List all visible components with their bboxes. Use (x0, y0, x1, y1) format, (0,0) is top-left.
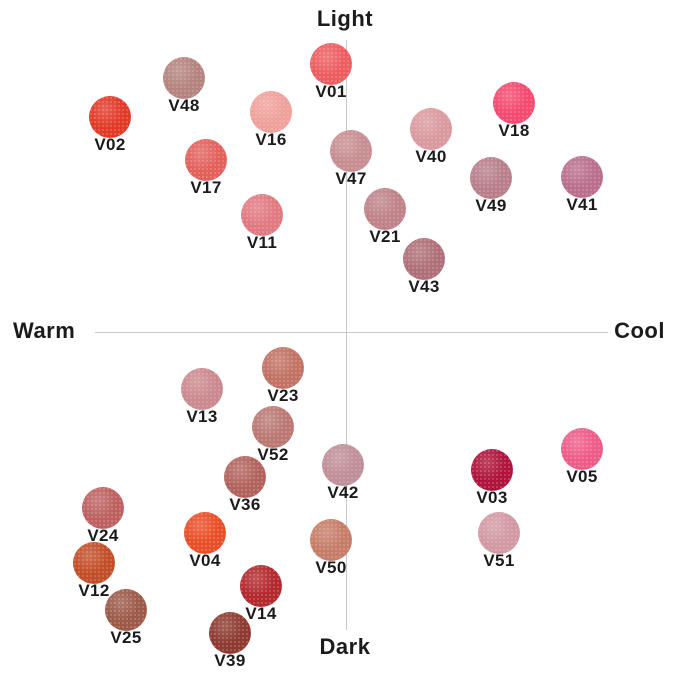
shade-dot (403, 238, 445, 280)
shade-label: V47 (335, 169, 367, 188)
shade-dot (209, 612, 251, 654)
shade-label: V39 (214, 651, 246, 670)
shade-swatch: V17 (185, 139, 227, 197)
shade-label: V05 (566, 467, 598, 486)
shade-swatch: V16 (250, 91, 292, 149)
shade-swatch: V23 (262, 347, 304, 405)
shade-dot (163, 57, 205, 99)
shade-swatch: V49 (470, 157, 512, 215)
shade-swatch: V39 (209, 612, 251, 670)
shade-dot (310, 519, 352, 561)
axis-label-dark: Dark (319, 634, 371, 659)
axis-label-cool: Cool (614, 318, 665, 343)
shade-dot (184, 512, 226, 554)
shade-swatch: V52 (252, 406, 294, 464)
shade-dot (89, 96, 131, 138)
shade-label: V51 (483, 551, 515, 570)
shade-label: V43 (408, 277, 440, 296)
shade-dot (240, 565, 282, 607)
shade-dot (252, 406, 294, 448)
shade-swatch: V21 (364, 188, 406, 246)
shade-dot (185, 139, 227, 181)
horizontal-axis-line (95, 332, 608, 333)
shade-dot (181, 368, 223, 410)
shade-label: V24 (87, 526, 119, 545)
shade-swatch: V01 (310, 43, 352, 101)
shade-dot (561, 428, 603, 470)
shade-label: V12 (78, 581, 110, 600)
shade-swatch: V48 (163, 57, 205, 115)
shade-label: V21 (369, 227, 401, 246)
shade-label: V50 (315, 558, 347, 577)
shade-label: V13 (186, 407, 218, 426)
shade-swatch: V51 (478, 512, 520, 570)
shade-dot (493, 82, 535, 124)
axis-label-light: Light (316, 6, 374, 31)
shade-dot (364, 188, 406, 230)
shade-label: V41 (566, 195, 598, 214)
shade-dot (224, 456, 266, 498)
shade-dot (478, 512, 520, 554)
shade-swatch: V11 (241, 194, 283, 252)
shade-swatch: V41 (561, 156, 603, 214)
shade-dot (262, 347, 304, 389)
shade-dot (470, 157, 512, 199)
shade-dot (330, 130, 372, 172)
shade-label: V01 (315, 82, 347, 101)
shade-dot (322, 444, 364, 486)
shade-swatch: V47 (330, 130, 372, 188)
shade-label: V03 (476, 488, 508, 507)
shade-label: V11 (246, 233, 278, 252)
shade-dot (561, 156, 603, 198)
shade-swatch: V50 (310, 519, 352, 577)
shade-swatch: V18 (493, 82, 535, 140)
shade-dot (82, 487, 124, 529)
shade-swatch: V36 (224, 456, 266, 514)
shade-dot (410, 108, 452, 150)
shade-dot (250, 91, 292, 133)
shade-label: V25 (110, 628, 142, 647)
shade-dot (241, 194, 283, 236)
shade-swatch: V12 (73, 542, 115, 600)
shade-swatch: V05 (561, 428, 603, 486)
shade-swatch: V13 (181, 368, 223, 426)
shade-swatch: V42 (322, 444, 364, 502)
shade-swatch: V40 (410, 108, 452, 166)
shade-label: V18 (498, 121, 530, 140)
shade-label: V23 (267, 386, 299, 405)
shade-dot (73, 542, 115, 584)
shade-dot (471, 449, 513, 491)
shade-swatch: V25 (105, 589, 147, 647)
shade-label: V04 (189, 551, 221, 570)
shade-label: V52 (257, 445, 289, 464)
shade-label: V16 (255, 130, 287, 149)
shade-label: V48 (168, 96, 200, 115)
shade-label: V49 (475, 196, 507, 215)
shade-label: V36 (229, 495, 261, 514)
shade-label: V17 (190, 178, 222, 197)
shade-label: V40 (415, 147, 447, 166)
shade-swatch: V02 (89, 96, 131, 154)
shade-label: V02 (94, 135, 126, 154)
shade-swatch: V24 (82, 487, 124, 545)
axis-label-warm: Warm (13, 318, 76, 343)
shade-dot (105, 589, 147, 631)
shade-swatch: V03 (471, 449, 513, 507)
shade-dot (310, 43, 352, 85)
shade-label: V42 (327, 483, 359, 502)
vertical-axis-line (346, 40, 347, 630)
shade-label: V14 (245, 604, 277, 623)
shade-swatch: V04 (184, 512, 226, 570)
shade-swatch: V43 (403, 238, 445, 296)
shade-swatch: V14 (240, 565, 282, 623)
